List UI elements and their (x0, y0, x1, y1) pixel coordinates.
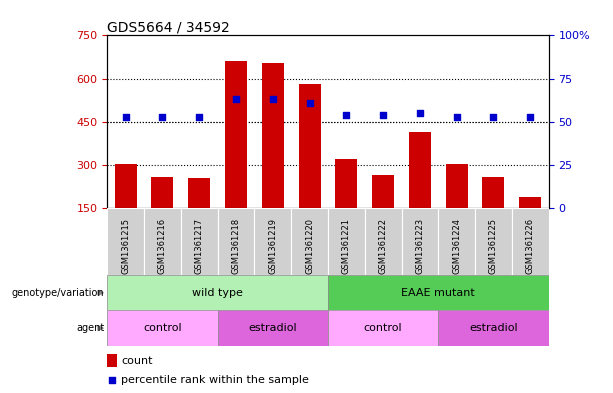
Bar (107, 208, 144, 275)
Text: GSM1361223: GSM1361223 (416, 219, 424, 274)
Bar (262, 63, 284, 208)
Point (367, 288, 377, 294)
Bar (328, 275, 549, 310)
Text: estradiol: estradiol (248, 323, 297, 333)
Bar (144, 208, 181, 275)
Text: wild type: wild type (192, 288, 243, 298)
Text: GSM1361217: GSM1361217 (195, 219, 204, 274)
Bar (328, 208, 365, 275)
Bar (254, 208, 291, 275)
Bar (438, 310, 549, 346)
Bar (438, 208, 475, 275)
Text: estradiol: estradiol (469, 323, 518, 333)
Bar (328, 310, 438, 346)
Point (415, 110, 425, 116)
Bar (151, 176, 173, 208)
Text: GSM1361219: GSM1361219 (268, 219, 277, 274)
Text: control: control (143, 323, 182, 333)
Bar (299, 84, 321, 208)
Point (268, 96, 278, 103)
Text: GSM1361220: GSM1361220 (305, 219, 314, 274)
Text: count: count (121, 356, 153, 366)
Bar (107, 310, 218, 346)
Bar (365, 208, 402, 275)
Text: EAAE mutant: EAAE mutant (402, 288, 475, 298)
Text: GSM1361224: GSM1361224 (452, 219, 461, 274)
Bar (107, 275, 328, 310)
Bar (482, 176, 504, 208)
Bar (181, 208, 218, 275)
Bar (519, 197, 541, 208)
Text: GSM1361226: GSM1361226 (526, 219, 535, 274)
Text: agent: agent (76, 323, 104, 333)
Bar (218, 310, 328, 346)
Bar (335, 159, 357, 208)
Text: GDS5664 / 34592: GDS5664 / 34592 (107, 20, 230, 34)
Bar (402, 208, 438, 275)
Bar (291, 208, 328, 275)
Point (489, 114, 498, 120)
Point (378, 112, 388, 118)
Point (525, 114, 535, 120)
Text: genotype/variation: genotype/variation (12, 288, 104, 298)
Bar (409, 132, 431, 208)
Text: GSM1361218: GSM1361218 (232, 219, 240, 274)
Point (231, 96, 241, 103)
Point (158, 114, 167, 120)
Point (341, 112, 351, 118)
Bar (225, 61, 247, 208)
Point (194, 114, 204, 120)
Bar (218, 208, 254, 275)
Text: GSM1361222: GSM1361222 (379, 219, 387, 274)
Text: control: control (364, 323, 403, 333)
Point (305, 100, 314, 106)
Bar (372, 175, 394, 208)
Bar (115, 163, 137, 208)
Bar (512, 208, 549, 275)
Bar (446, 163, 468, 208)
Text: GSM1361221: GSM1361221 (342, 219, 351, 274)
Point (121, 114, 131, 120)
Bar (475, 208, 512, 275)
Bar (107, 354, 117, 367)
Point (452, 114, 462, 120)
Text: GSM1361215: GSM1361215 (121, 219, 130, 274)
Text: GSM1361216: GSM1361216 (158, 219, 167, 274)
Text: GSM1361225: GSM1361225 (489, 219, 498, 274)
Text: percentile rank within the sample: percentile rank within the sample (121, 375, 310, 386)
Bar (188, 178, 210, 208)
